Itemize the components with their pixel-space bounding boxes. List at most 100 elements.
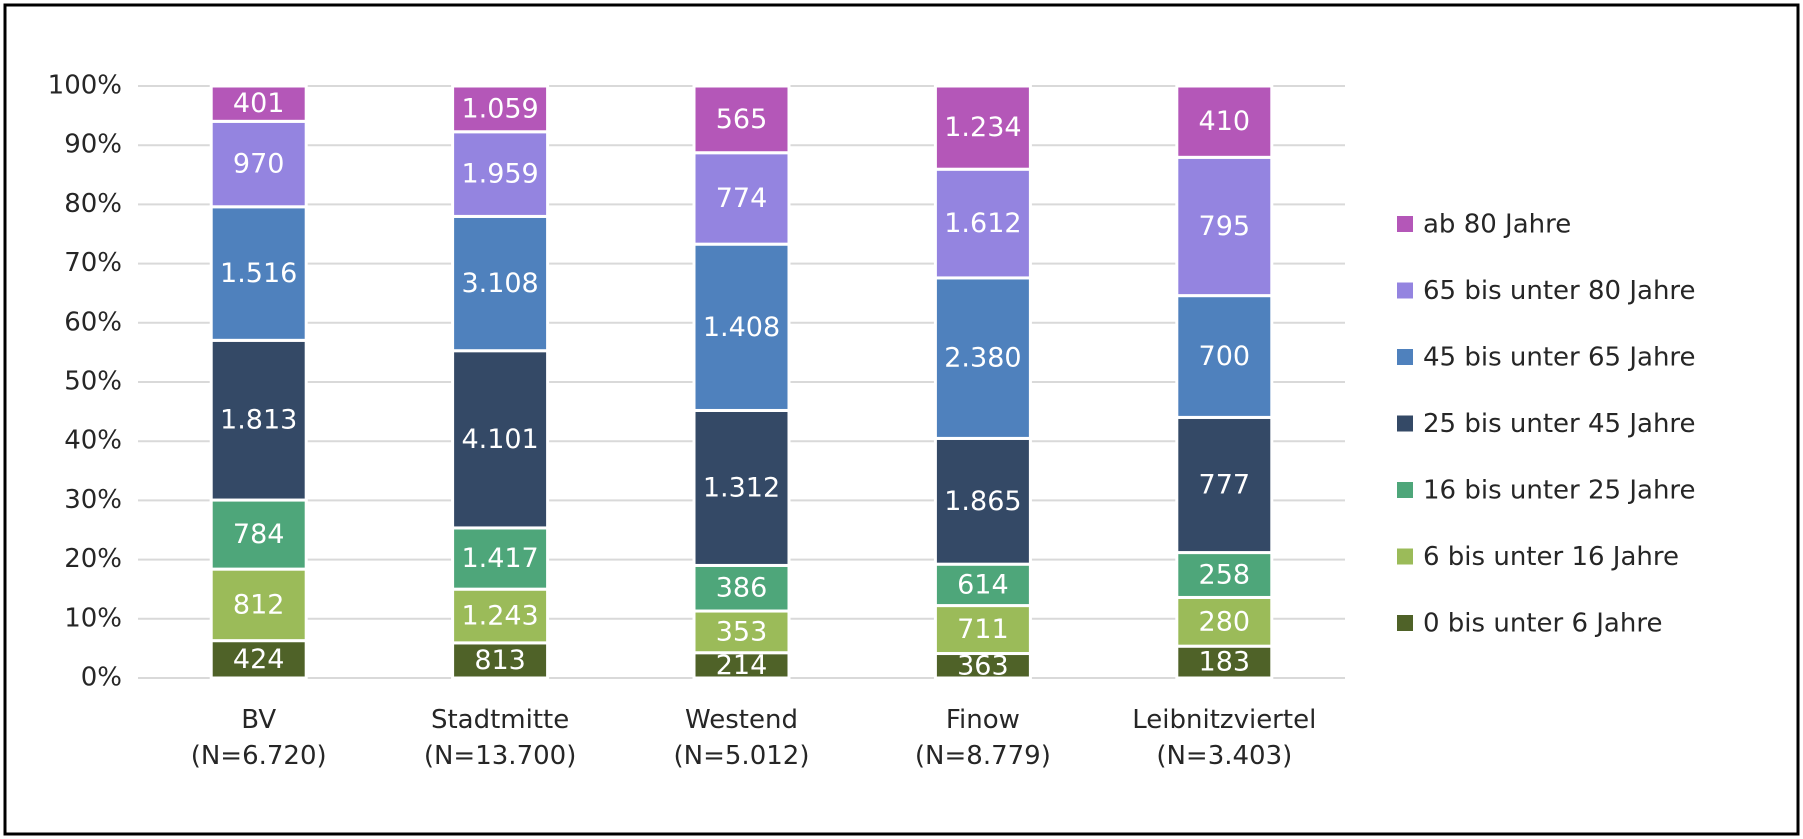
x-tick-label-line: Westend bbox=[685, 705, 798, 735]
value-label: 4.101 bbox=[461, 424, 538, 455]
value-label: 784 bbox=[233, 519, 285, 550]
value-label: 795 bbox=[1199, 211, 1251, 242]
value-label: 970 bbox=[233, 149, 285, 180]
y-tick-label: 70% bbox=[64, 248, 122, 278]
bar-segment bbox=[1175, 155, 1274, 298]
value-label: 813 bbox=[474, 645, 526, 676]
legend-swatch bbox=[1397, 482, 1413, 498]
value-label: 774 bbox=[716, 183, 768, 214]
value-label: 214 bbox=[716, 650, 768, 681]
bar-segment bbox=[933, 84, 1032, 171]
x-tick-label: Leibnitzviertel (N=3.403) bbox=[1132, 705, 1316, 771]
bar-segment bbox=[1175, 294, 1274, 419]
bar-segment bbox=[933, 436, 1032, 566]
value-label: 1.059 bbox=[461, 93, 538, 124]
x-tick-label-line: (N=6.720) bbox=[191, 741, 327, 771]
x-tick-label-line: (N=5.012) bbox=[674, 741, 810, 771]
legend-label: 25 bis unter 45 Jahre bbox=[1423, 409, 1696, 439]
value-label: 1.865 bbox=[944, 486, 1021, 517]
bar-segment bbox=[692, 84, 791, 155]
value-label: 614 bbox=[957, 569, 1009, 600]
value-label: 812 bbox=[233, 589, 285, 620]
x-tick-label-line: Stadtmitte bbox=[431, 705, 569, 735]
value-label: 1.234 bbox=[944, 112, 1021, 143]
y-tick-label: 20% bbox=[64, 544, 122, 574]
value-label: 1.312 bbox=[703, 472, 780, 503]
bar-segment bbox=[933, 562, 1032, 608]
bar-segment bbox=[209, 498, 308, 571]
x-tick-label-line: Leibnitzviertel bbox=[1132, 705, 1316, 735]
bar-segment bbox=[933, 167, 1032, 280]
x-tick-label-line: (N=13.700) bbox=[424, 741, 577, 771]
value-label: 1.612 bbox=[944, 208, 1021, 239]
legend-swatch bbox=[1397, 349, 1413, 365]
x-tick-label: Finow (N=8.779) bbox=[915, 705, 1051, 771]
bar-segment bbox=[933, 604, 1032, 656]
value-label: 1.408 bbox=[703, 312, 780, 343]
x-tick-label: BV (N=6.720) bbox=[191, 705, 327, 771]
legend-swatch bbox=[1397, 216, 1413, 232]
bar-segment bbox=[692, 408, 791, 567]
bar-segment bbox=[1175, 644, 1274, 680]
value-label: 1.516 bbox=[220, 258, 297, 289]
bar-segment bbox=[209, 567, 308, 643]
bar-segment bbox=[1175, 415, 1274, 555]
y-tick-label: 90% bbox=[64, 130, 122, 160]
y-tick-label: 40% bbox=[64, 426, 122, 456]
y-tick-label: 50% bbox=[64, 367, 122, 397]
legend-label: 6 bis unter 16 Jahre bbox=[1423, 542, 1679, 572]
legend-label: 65 bis unter 80 Jahre bbox=[1423, 276, 1696, 306]
value-label: 424 bbox=[233, 644, 285, 675]
x-tick-label-line: (N=8.779) bbox=[915, 741, 1051, 771]
value-label: 410 bbox=[1199, 106, 1251, 137]
bar-segment bbox=[1175, 551, 1274, 599]
y-tick-label: 0% bbox=[81, 663, 122, 693]
bar-segment bbox=[451, 214, 550, 353]
bar-segment bbox=[1175, 595, 1274, 648]
value-label: 363 bbox=[957, 650, 1009, 681]
value-label: 711 bbox=[957, 614, 1009, 645]
bar-segment bbox=[209, 338, 308, 502]
legend-label: 45 bis unter 65 Jahre bbox=[1423, 343, 1696, 373]
y-tick-label: 60% bbox=[64, 307, 122, 337]
value-label: 183 bbox=[1199, 647, 1251, 678]
y-tick-label: 30% bbox=[64, 485, 122, 515]
value-label: 3.108 bbox=[461, 268, 538, 299]
value-label: 565 bbox=[716, 104, 768, 135]
value-label: 353 bbox=[716, 616, 768, 647]
bar-segment bbox=[692, 242, 791, 412]
value-label: 401 bbox=[233, 88, 285, 119]
legend-swatch bbox=[1397, 282, 1413, 299]
legend-swatch bbox=[1397, 615, 1413, 631]
bar-segment bbox=[451, 84, 550, 134]
value-label: 777 bbox=[1199, 469, 1251, 500]
legend-label: ab 80 Jahre bbox=[1423, 210, 1571, 240]
legend-swatch bbox=[1397, 548, 1413, 565]
x-tick-label: Westend (N=5.012) bbox=[674, 705, 810, 771]
value-label: 2.380 bbox=[944, 343, 1021, 374]
x-tick-label: Stadtmitte (N=13.700) bbox=[424, 705, 577, 771]
x-tick-label-line: (N=3.403) bbox=[1156, 741, 1292, 771]
bar-segment bbox=[451, 587, 550, 645]
bar-segment bbox=[209, 84, 308, 123]
legend-label: 0 bis unter 6 Jahre bbox=[1423, 609, 1662, 639]
y-tick-label: 80% bbox=[64, 189, 122, 219]
x-tick-label-line: Finow bbox=[946, 705, 1020, 735]
value-label: 258 bbox=[1199, 560, 1251, 591]
value-label: 700 bbox=[1199, 341, 1251, 372]
value-label: 386 bbox=[716, 573, 768, 604]
x-tick-label-line: BV bbox=[241, 705, 276, 735]
y-tick-label: 10% bbox=[64, 603, 122, 633]
value-label: 1.813 bbox=[220, 405, 297, 436]
y-tick-label: 100% bbox=[48, 71, 122, 101]
value-label: 280 bbox=[1199, 606, 1251, 637]
value-label: 1.243 bbox=[461, 601, 538, 632]
bar-segment bbox=[451, 349, 550, 530]
value-label: 1.959 bbox=[461, 159, 538, 190]
bar-segment bbox=[1175, 84, 1274, 159]
legend-swatch bbox=[1397, 415, 1413, 432]
value-label: 1.417 bbox=[461, 543, 538, 574]
legend-label: 16 bis unter 25 Jahre bbox=[1423, 476, 1696, 506]
bar-segment bbox=[209, 639, 308, 680]
